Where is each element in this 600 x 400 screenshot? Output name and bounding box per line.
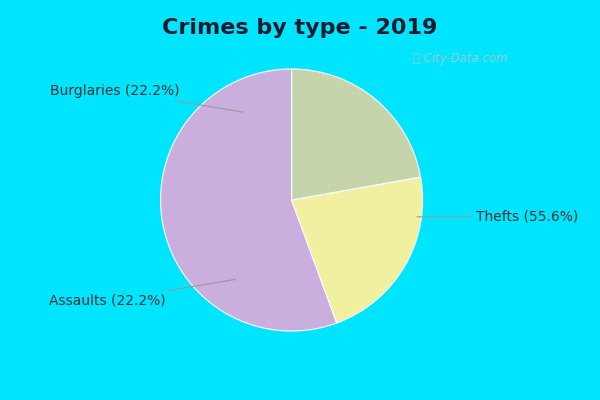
- Text: ⓘ City-Data.com: ⓘ City-Data.com: [413, 52, 508, 65]
- Text: Burglaries (22.2%): Burglaries (22.2%): [50, 84, 244, 112]
- Text: Crimes by type - 2019: Crimes by type - 2019: [163, 18, 437, 38]
- Wedge shape: [292, 177, 422, 323]
- Text: Assaults (22.2%): Assaults (22.2%): [49, 280, 235, 308]
- Wedge shape: [292, 69, 421, 200]
- Text: Thefts (55.6%): Thefts (55.6%): [417, 210, 578, 224]
- Wedge shape: [161, 69, 337, 331]
